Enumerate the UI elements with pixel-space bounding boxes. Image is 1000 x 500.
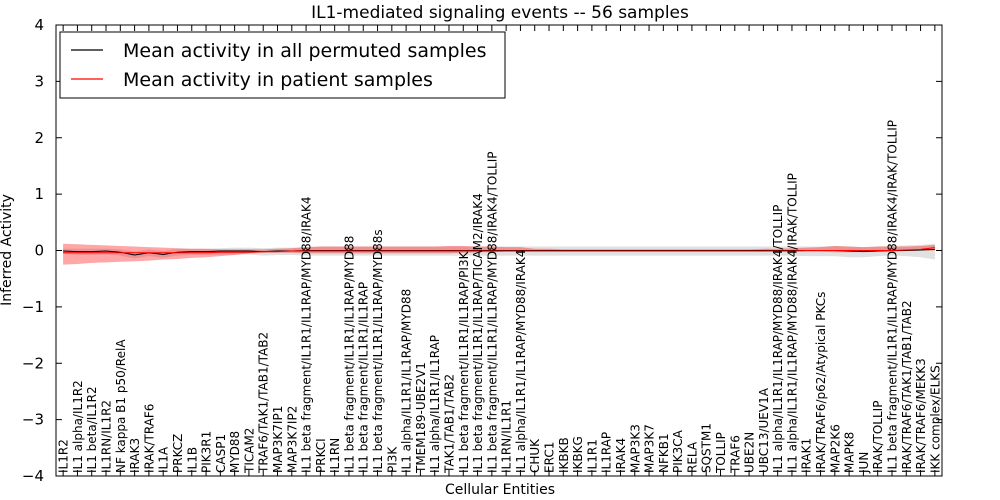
y-tick-label: 0	[34, 242, 44, 260]
x-tick-label: NF kappa B1 p50/RelA	[114, 339, 128, 473]
x-tick-label: TRAF6	[728, 435, 742, 474]
x-tick-label: ERC1	[543, 442, 557, 473]
x-tick-label: IL1RAP	[600, 432, 614, 473]
y-tick-label: 3	[34, 72, 44, 90]
x-tick-label: IRAK/TOLLIP	[871, 401, 885, 473]
y-tick-label: −3	[22, 411, 44, 429]
y-tick-label: −2	[22, 354, 44, 372]
x-tick-label: PIK3R1	[200, 431, 214, 473]
x-tick-label: IL1B	[185, 447, 199, 473]
band-permuted	[63, 243, 935, 260]
x-tick-label: UBC13/UEV1A	[757, 387, 771, 473]
x-axis-label: Cellular Entities	[445, 482, 555, 498]
x-tick-label: IKK complex/ELKS	[928, 365, 942, 473]
x-tick-label: IL1 beta fragment/IL1R1/IL1RAP/MYD88/IRA…	[300, 196, 314, 473]
x-tick-label: IL1 beta fragment/IL1R1/IL1RAP/MYD88/IRA…	[886, 120, 900, 473]
x-tick-label: TOLLIP	[714, 432, 728, 474]
x-tick-label: PRKCZ	[171, 434, 185, 473]
x-tick-label: MYD88	[228, 431, 242, 473]
x-tick-label: IL1R2	[57, 439, 71, 473]
x-axis-ticks	[62, 25, 936, 476]
x-tick-label: MAP3K7IP1	[271, 406, 285, 473]
x-tick-label: IL1 beta fragment/IL1R1/IL1RAP/MYD88	[343, 236, 357, 473]
band-patient	[63, 243, 935, 265]
line-permuted	[63, 248, 935, 256]
y-tick-label: 1	[34, 185, 44, 203]
x-tick-label: TICAM2	[242, 428, 256, 474]
x-tick-label: IL1 beta fragment/IL1R1/IL1RAP/MYD88s	[371, 229, 385, 473]
chart-title: IL1-mediated signaling events -- 56 samp…	[311, 3, 689, 23]
confidence-bands	[63, 243, 935, 265]
x-tick-label: IL1 alpha/IL1R1/IL1RAP/MYD88	[400, 289, 414, 473]
x-tick-label: IL1A	[157, 446, 171, 473]
x-tick-label: TAK1/TAB1/TAB2	[443, 374, 457, 474]
x-tick-label: IL1 alpha/IL1R1/IL1RAP/MYD88/IRAK4/IRAK/…	[786, 173, 800, 473]
x-tick-label: RELA	[685, 441, 699, 473]
x-tick-label: PI3K	[385, 446, 399, 473]
x-tick-label: IRAK1	[800, 438, 814, 473]
legend-box	[59, 31, 506, 99]
x-tick-label: PRKCI	[314, 438, 328, 473]
x-tick-label: IRAK/TRAF6/TAK1/TAB1/TAB2	[900, 300, 914, 473]
x-tick-label: IL1 alpha/IL1R1/IL1RAP/MYD88/IRAK4	[514, 250, 528, 473]
x-tick-label: IRAK4	[614, 438, 628, 473]
y-axis-label: Inferred Activity	[0, 194, 15, 306]
legend-label-patient: Mean activity in patient samples	[123, 69, 433, 91]
y-tick-label: 4	[34, 16, 44, 34]
x-tick-label: IKBKB	[557, 437, 571, 473]
x-tick-label: JUN	[857, 452, 871, 474]
y-axis-ticks: −4 −3 −2 −1 0 1 2 3 4	[22, 16, 942, 485]
x-tick-label: IL1 beta/IL1R2	[85, 386, 99, 473]
line-patient	[63, 247, 935, 254]
y-tick-label: −4	[22, 467, 44, 485]
x-tick-label: IL1 alpha/IL1R1/IL1RAP	[428, 335, 442, 473]
x-tick-label: CHUK	[528, 438, 542, 473]
x-tick-label: IRAK/TRAF6	[142, 404, 156, 473]
x-tick-label: IRAK/TRAF6/MEKK3	[914, 358, 928, 473]
x-tick-label: MAP2K6	[828, 424, 842, 473]
x-tick-label: IL1 alpha/IL1R1/IL1RAP/MYD88/IRAK4/TOLLI…	[771, 205, 785, 473]
legend: Mean activity in all permuted samples Me…	[59, 31, 506, 99]
x-tick-label: PIK3CA	[671, 429, 685, 473]
x-tick-labels: IL1R2 IL1 alpha/IL1R2 IL1 beta/IL1R2 IL1RN/…	[57, 120, 943, 474]
x-tick-label: IL1R1	[585, 439, 599, 473]
x-tick-label: IL1 beta fragment/IL1R1/IL1RAP	[357, 282, 371, 473]
x-tick-label: IL1 beta fragment/IL1R1/IL1RAP/MYD88/IRA…	[485, 152, 499, 473]
x-tick-label: MAP3K7IP2	[285, 406, 299, 473]
x-tick-label: IL1RN/IL1R1	[500, 400, 514, 473]
x-tick-label: SQSTM1	[700, 423, 714, 473]
y-tick-label: 2	[34, 129, 44, 147]
series-lines	[63, 247, 935, 256]
x-tick-label: TRAF6/TAK1/TAB1/TAB2	[257, 332, 271, 474]
x-tick-label: MAP3K3	[628, 424, 642, 473]
x-tick-label: IL1 beta fragment/IL1R1/IL1RAP/TICAM2/IR…	[471, 193, 485, 473]
x-tick-label: MAPK8	[843, 432, 857, 473]
plot-frame	[55, 24, 943, 477]
x-tick-label: IKBKG	[571, 436, 585, 473]
x-tick-label: UBE2N	[743, 432, 757, 473]
x-tick-label: MAP3K7	[643, 424, 657, 473]
x-tick-label: IRAK3	[128, 438, 142, 473]
x-tick-label: IRAK/TRAF6/p62/Atypical PKCs	[814, 292, 828, 473]
x-tick-label: IL1RN	[328, 438, 342, 473]
x-tick-label: TMEM189-UBE2V1	[414, 362, 428, 474]
x-tick-label: IL1 beta fragment/IL1R1/IL1RAP/PI3K	[457, 250, 471, 473]
x-tick-label: NFKB1	[657, 433, 671, 473]
legend-label-permuted: Mean activity in all permuted samples	[123, 40, 486, 62]
y-tick-label: −1	[22, 298, 44, 316]
x-tick-label: IL1RN/IL1R2	[100, 400, 114, 473]
x-tick-label: IL1 alpha/IL1R2	[71, 380, 85, 473]
x-tick-label: CASP1	[214, 434, 228, 473]
